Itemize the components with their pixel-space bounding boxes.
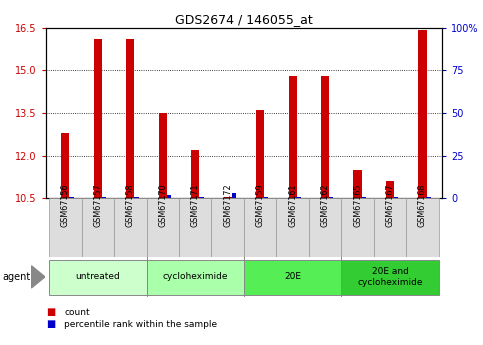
Text: GSM67159: GSM67159 — [256, 183, 265, 227]
Text: cycloheximide: cycloheximide — [162, 272, 228, 282]
Text: untreated: untreated — [75, 272, 120, 282]
Bar — [82, 198, 114, 257]
Text: GSM67157: GSM67157 — [93, 183, 102, 227]
Text: GSM67171: GSM67171 — [191, 183, 199, 227]
Text: 20E and
cycloheximide: 20E and cycloheximide — [357, 267, 423, 287]
Bar — [321, 76, 329, 198]
Bar — [61, 133, 70, 198]
Bar — [361, 197, 366, 198]
Text: GSM67165: GSM67165 — [353, 183, 362, 227]
Text: 20E: 20E — [284, 272, 301, 282]
Bar — [146, 260, 244, 295]
Bar — [341, 260, 439, 295]
Bar — [94, 39, 102, 198]
Bar — [256, 110, 264, 198]
Bar — [426, 197, 431, 198]
Bar — [394, 197, 398, 198]
Bar — [341, 198, 374, 257]
Bar — [374, 198, 406, 257]
Bar — [244, 198, 276, 257]
Bar — [406, 198, 439, 257]
Bar — [264, 197, 269, 198]
Bar — [69, 197, 74, 198]
Bar — [212, 198, 244, 257]
Bar — [114, 198, 146, 257]
Bar — [102, 197, 106, 198]
Bar — [167, 195, 171, 198]
Text: ■: ■ — [46, 307, 55, 317]
Bar — [159, 113, 167, 198]
Text: GSM67158: GSM67158 — [126, 183, 135, 227]
Bar — [288, 76, 297, 198]
Bar — [49, 260, 146, 295]
Text: GSM67162: GSM67162 — [321, 183, 329, 227]
Text: GSM67161: GSM67161 — [288, 183, 297, 227]
Bar — [191, 150, 199, 198]
Bar — [231, 193, 236, 198]
Text: GSM67168: GSM67168 — [418, 183, 427, 227]
Bar — [199, 197, 203, 198]
Bar — [146, 198, 179, 257]
Bar — [134, 197, 139, 198]
Bar — [49, 198, 82, 257]
Text: ■: ■ — [46, 319, 55, 329]
Text: GSM67167: GSM67167 — [385, 183, 395, 227]
Bar — [224, 197, 232, 198]
Bar — [309, 198, 341, 257]
Polygon shape — [31, 266, 45, 288]
Bar — [418, 30, 426, 198]
Bar — [297, 197, 301, 198]
Text: GSM67170: GSM67170 — [158, 183, 167, 227]
Bar — [244, 260, 341, 295]
Text: GSM67156: GSM67156 — [61, 183, 70, 227]
Bar — [386, 181, 394, 198]
Bar — [354, 170, 362, 198]
Text: percentile rank within the sample: percentile rank within the sample — [64, 320, 217, 329]
Bar — [179, 198, 212, 257]
Bar — [276, 198, 309, 257]
Bar — [126, 39, 134, 198]
Bar — [329, 197, 333, 198]
Title: GDS2674 / 146055_at: GDS2674 / 146055_at — [175, 13, 313, 27]
Text: agent: agent — [2, 272, 30, 282]
Text: GSM67172: GSM67172 — [223, 183, 232, 227]
Text: count: count — [64, 308, 90, 317]
